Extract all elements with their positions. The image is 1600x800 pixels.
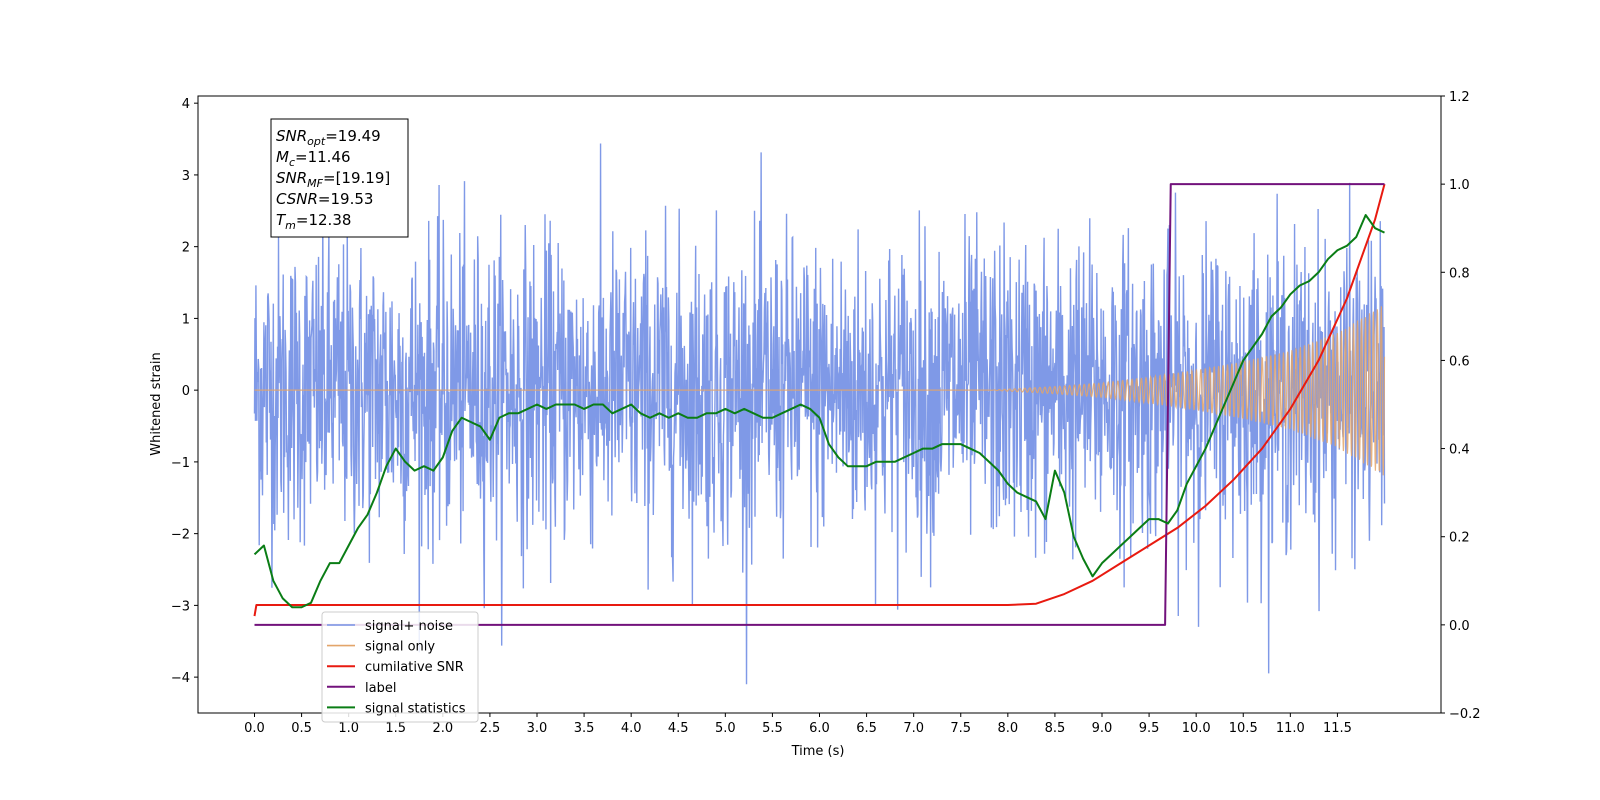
x-tick-label: 6.0: [809, 721, 830, 736]
x-tick-label: 5.5: [762, 721, 783, 736]
series-signal-noise: [253, 143, 1386, 685]
y-right-tick-label: 1.2: [1449, 90, 1470, 105]
stats-line: Mc=11.46: [276, 148, 351, 169]
x-tick-label: 8.5: [1045, 721, 1066, 736]
x-tick-label: 6.5: [856, 721, 877, 736]
x-tick-label: 10.0: [1182, 721, 1211, 736]
y-left-tick-label: 4: [182, 97, 190, 112]
x-tick-label: 0.5: [291, 721, 312, 736]
y-right-tick-label: 0.6: [1449, 354, 1470, 369]
y-left-tick-label: −3: [171, 599, 190, 614]
x-tick-label: 2.0: [432, 721, 453, 736]
series-label: [254, 183, 1385, 626]
x-tick-label: 2.5: [480, 721, 501, 736]
y-right-tick-label: 0.8: [1449, 266, 1470, 281]
x-tick-label: 3.5: [574, 721, 595, 736]
y-axis-left-label: Whitened strain: [149, 352, 164, 455]
stats-annotation-box: SNRopt=19.49Mc=11.46SNRMF=[19.19]CSNR=19…: [270, 118, 409, 238]
y-left-tick-label: −4: [171, 671, 190, 686]
x-tick-label: 3.0: [527, 721, 548, 736]
legend-frame: [321, 611, 479, 723]
series-signal-statistics: [253, 213, 1385, 609]
x-tick-label: 10.5: [1229, 721, 1258, 736]
series-cumilative-snr: [253, 183, 1386, 617]
x-tick-label: 4.5: [668, 721, 689, 736]
y-right-tick-label: −0.2: [1449, 707, 1481, 722]
stats-line: CSNR=19.53: [276, 190, 373, 208]
x-tick-label: 5.0: [715, 721, 736, 736]
y-axis-right: 1.2 1.0 0.8 0.6 0.4 0.2 0.0 −0.2: [1441, 90, 1481, 722]
x-axis: 0.0 0.5 1.0 1.5 2.0 2.5 3.0 3.5 4.0 4.5 5.0 5.5 6.0 6…: [244, 713, 1352, 736]
stats-line: SNRMF=[19.19]: [276, 169, 390, 190]
x-tick-label: 11.5: [1323, 721, 1352, 736]
y-left-tick-label: 1: [182, 312, 190, 327]
x-tick-label: 1.5: [385, 721, 406, 736]
x-tick-label: 0.0: [244, 721, 265, 736]
legend-label: signal only: [365, 640, 435, 655]
y-right-tick-label: 0.2: [1449, 531, 1470, 546]
y-left-tick-label: 2: [182, 241, 190, 256]
stats-box-frame: [270, 118, 409, 238]
x-tick-label: 7.0: [903, 721, 924, 736]
series-layer: [253, 143, 1386, 685]
y-left-tick-label: 3: [182, 169, 190, 184]
legend: signal+ noise signal only cumilative SNR la…: [321, 611, 479, 723]
legend-label: label: [365, 681, 396, 696]
y-left-tick-label: −1: [171, 456, 190, 471]
legend-label: cumilative SNR: [365, 660, 464, 675]
series-signal-only: [254, 306, 1386, 476]
x-tick-label: 11.0: [1276, 721, 1305, 736]
stats-line: SNRopt=19.49: [276, 127, 381, 148]
x-tick-label: 9.5: [1139, 721, 1160, 736]
legend-label: signal+ noise: [365, 619, 453, 634]
x-tick-label: 8.0: [997, 721, 1018, 736]
legend-label: signal statistics: [365, 701, 466, 716]
x-tick-label: 4.0: [621, 721, 642, 736]
y-right-tick-label: 1.0: [1449, 178, 1470, 193]
y-right-tick-label: 0.0: [1449, 619, 1470, 634]
x-tick-label: 9.0: [1092, 721, 1113, 736]
stats-line: Tm=12.38: [276, 211, 351, 232]
y-left-tick-label: 0: [182, 384, 190, 399]
y-left-tick-label: −2: [171, 528, 190, 543]
x-tick-label: 7.5: [950, 721, 971, 736]
x-axis-label: Time (s): [791, 744, 845, 759]
x-tick-label: 1.0: [338, 721, 359, 736]
y-axis-left: 4 3 2 1 0 −1 −2 −3 −4: [171, 97, 198, 686]
y-right-tick-label: 0.4: [1449, 443, 1470, 458]
